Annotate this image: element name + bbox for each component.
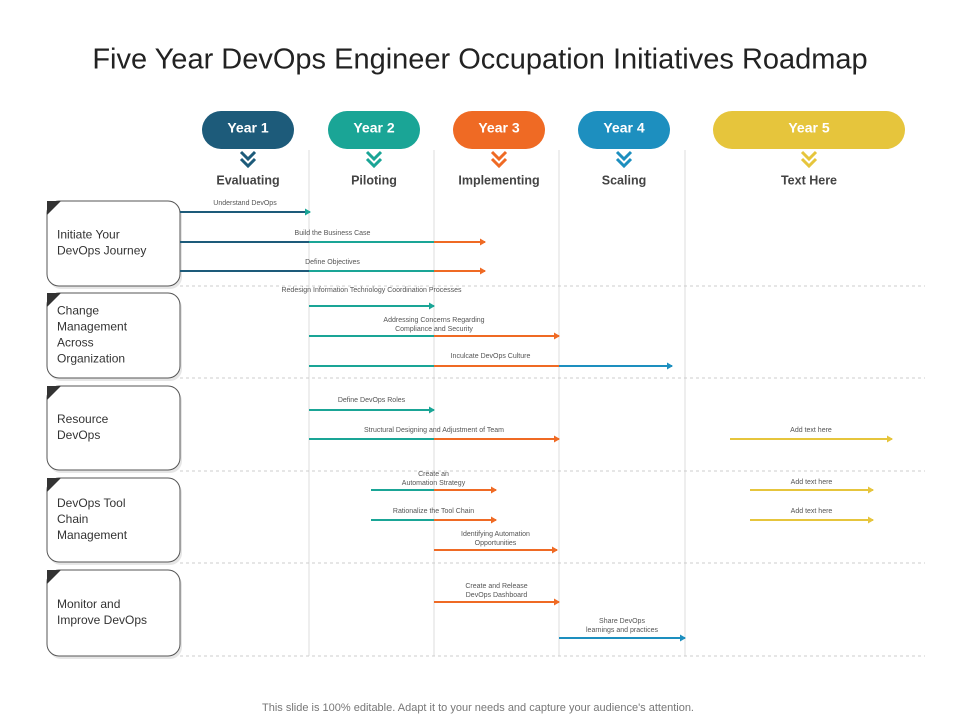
row-label: Improve DevOps <box>57 613 147 627</box>
year-pill <box>453 111 545 149</box>
chevron <box>615 157 633 169</box>
row-corner <box>47 570 61 584</box>
year-label: Year 1 <box>227 120 268 136</box>
row-label: Management <box>57 528 128 542</box>
task-label: Redesign Information Technology Coordina… <box>281 287 462 294</box>
task-label: Understand DevOps <box>213 200 277 207</box>
task-arrow <box>429 302 435 310</box>
year-label: Year 2 <box>353 120 394 136</box>
task-arrow <box>491 516 497 524</box>
task-label: Structural Designing and Adjustment of T… <box>364 427 504 434</box>
year-pill <box>328 111 420 149</box>
row-corner <box>47 293 61 307</box>
task-label: Share DevOps <box>599 618 645 625</box>
chevron <box>800 157 818 169</box>
task-label: Add text here <box>790 427 832 434</box>
task-label: DevOps Dashboard <box>466 592 528 599</box>
phase-label: Implementing <box>458 173 539 187</box>
chevron <box>365 150 383 162</box>
task-arrow <box>868 516 874 524</box>
task-label: Add text here <box>791 479 833 486</box>
row-label: Across <box>57 336 94 350</box>
task-label: Addressing Concerns Regarding <box>383 317 484 324</box>
row-box <box>46 477 181 563</box>
task-label: Add text here <box>791 508 833 515</box>
chevron <box>365 157 383 169</box>
row-corner <box>47 478 61 492</box>
task-label: Define Objectives <box>305 259 360 266</box>
chevron <box>615 150 633 162</box>
task-arrow <box>680 634 686 642</box>
row-corner <box>47 201 61 215</box>
row-box <box>46 292 181 379</box>
task-label: Compliance and Security <box>395 326 473 333</box>
task-arrow <box>491 486 497 494</box>
chevron <box>490 157 508 169</box>
task-arrow <box>554 598 560 606</box>
row-box <box>46 569 181 657</box>
row-label: Management <box>57 320 128 334</box>
row-label: DevOps <box>57 428 100 442</box>
chevron <box>239 157 257 169</box>
chevron <box>800 150 818 162</box>
row-label: Resource <box>57 412 109 426</box>
year-pill <box>713 111 905 149</box>
task-arrow <box>554 435 560 443</box>
task-label: Identifying Automation <box>461 531 530 538</box>
year-label: Year 5 <box>788 120 829 136</box>
phase-label: Scaling <box>602 173 646 187</box>
row-label: DevOps Journey <box>57 244 146 258</box>
row-label: Change <box>57 304 99 318</box>
task-label: Create and Release <box>465 583 527 590</box>
task-arrow <box>868 486 874 494</box>
year-label: Year 3 <box>478 120 519 136</box>
phase-label: Evaluating <box>216 173 279 187</box>
chevron <box>239 150 257 162</box>
task-arrow <box>480 238 486 246</box>
title: Five Year DevOps Engineer Occupation Ini… <box>92 44 867 76</box>
year-label: Year 4 <box>603 120 644 136</box>
footer: This slide is 100% editable. Adapt it to… <box>262 702 694 714</box>
task-label: learnings and practices <box>586 627 658 634</box>
year-pill <box>578 111 670 149</box>
task-arrow <box>554 332 560 340</box>
row-label: Monitor and <box>57 597 120 611</box>
year-pill <box>202 111 294 149</box>
task-label: Build the Business Case <box>295 230 371 237</box>
chevron <box>490 150 508 162</box>
task-arrow <box>429 406 435 414</box>
task-label: Define DevOps Roles <box>338 397 406 404</box>
row-label: Chain <box>57 512 88 526</box>
task-arrow <box>667 362 673 370</box>
row-label: DevOps Tool <box>57 496 125 510</box>
row-box <box>46 385 181 471</box>
phase-label: Piloting <box>351 173 397 187</box>
task-arrow <box>480 267 486 275</box>
task-arrow <box>552 546 558 554</box>
task-label: Opportunities <box>475 540 517 547</box>
task-label: Automation Strategy <box>402 480 466 487</box>
task-label: Create an <box>418 471 449 478</box>
task-label: Inculcate DevOps Culture <box>451 353 531 360</box>
row-label: Organization <box>57 352 125 366</box>
row-box <box>46 200 181 287</box>
row-label: Initiate Your <box>57 228 120 242</box>
task-arrow <box>305 208 311 216</box>
task-label: Rationalize the Tool Chain <box>393 508 474 515</box>
task-arrow <box>887 435 893 443</box>
phase-label: Text Here <box>781 173 837 187</box>
row-corner <box>47 386 61 400</box>
